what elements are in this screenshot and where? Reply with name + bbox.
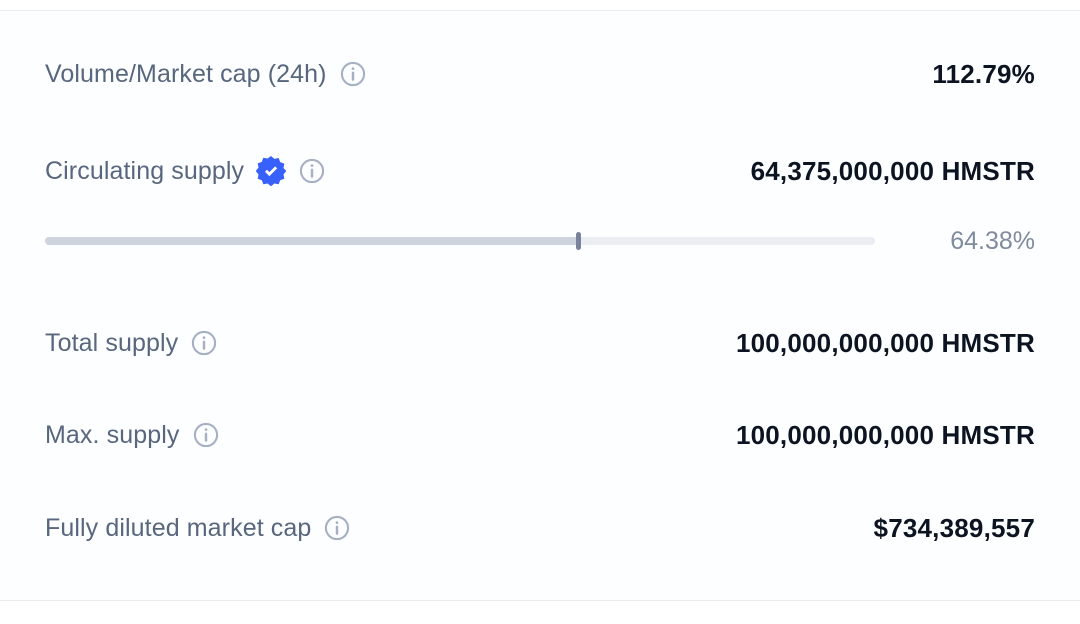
info-icon[interactable] — [298, 157, 326, 185]
total-supply-value: 100,000,000,000 HMSTR — [735, 327, 1035, 358]
coin-stats-panel: Volume/Market cap (24h) 112.79% Circulat… — [0, 10, 1080, 601]
stat-row-circulating-supply: Circulating supply 64,375,000,000 HMSTR — [45, 154, 1035, 188]
info-icon[interactable] — [339, 60, 367, 88]
volume-market-cap-label-wrap: Volume/Market cap (24h) — [45, 60, 367, 89]
supply-progress-row: 64.38% — [45, 227, 1035, 255]
stat-row-fully-diluted-market-cap: Fully diluted market cap $734,389,557 — [45, 511, 1035, 545]
verified-badge-icon[interactable] — [256, 156, 287, 186]
fdmc-label-wrap: Fully diluted market cap — [45, 514, 351, 543]
info-icon[interactable] — [190, 329, 218, 357]
fully-diluted-market-cap-label: Fully diluted market cap — [45, 513, 312, 542]
fully-diluted-market-cap-value: $734,389,557 — [873, 512, 1035, 543]
info-icon[interactable] — [323, 514, 351, 542]
circulating-supply-label: Circulating supply — [45, 156, 245, 185]
circulating-supply-label-wrap: Circulating supply — [45, 156, 326, 186]
max-supply-label: Max. supply — [45, 420, 180, 449]
volume-market-cap-value: 112.79% — [932, 58, 1035, 89]
info-icon[interactable] — [192, 421, 220, 449]
supply-progress-fill — [45, 232, 582, 250]
supply-progress-bar — [45, 232, 875, 250]
supply-progress-percent: 64.38% — [950, 226, 1035, 255]
stat-row-total-supply: Total supply 100,000,000,000 HMSTR — [45, 326, 1035, 360]
stat-row-max-supply: Max. supply 100,000,000,000 HMSTR — [45, 418, 1035, 452]
supply-progress-handle — [576, 232, 582, 250]
stat-row-volume-market-cap: Volume/Market cap (24h) 112.79% — [45, 57, 1035, 91]
total-supply-label-wrap: Total supply — [45, 329, 218, 358]
max-supply-value: 100,000,000,000 HMSTR — [735, 419, 1035, 450]
total-supply-label: Total supply — [45, 328, 179, 357]
circulating-supply-value: 64,375,000,000 HMSTR — [750, 155, 1035, 186]
max-supply-label-wrap: Max. supply — [45, 421, 220, 450]
volume-market-cap-label: Volume/Market cap (24h) — [45, 59, 327, 88]
